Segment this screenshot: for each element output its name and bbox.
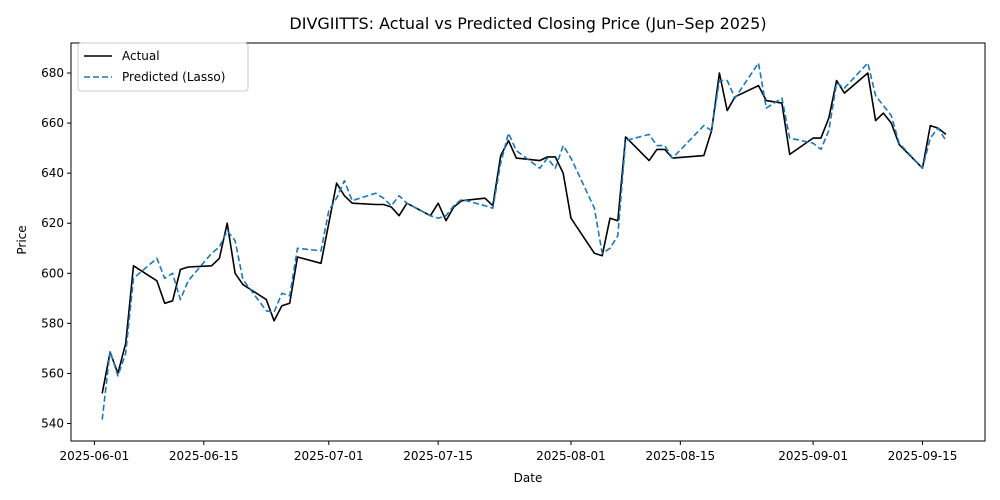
x-tick-label: 2025-06-15 (169, 449, 239, 463)
y-tick-label: 640 (41, 166, 64, 180)
y-axis: 540 560 580 600 620 640 660 680 (41, 66, 71, 430)
legend-box (77, 42, 249, 92)
x-tick-label: 2025-09-01 (778, 449, 848, 463)
series-line-predicted (101, 62, 947, 420)
plot-frame (70, 42, 986, 442)
x-tick-label: 2025-08-01 (536, 449, 606, 463)
x-axis: 2025-06-01 2025-06-15 2025-07-01 2025-07-15… (60, 441, 958, 463)
x-tick-label: 2025-07-15 (403, 449, 473, 463)
x-tick-label: 2025-07-01 (294, 449, 364, 463)
series-line-actual (101, 72, 947, 394)
legend-label: Actual (122, 49, 160, 63)
plot-area (70, 42, 986, 442)
y-tick-label: 680 (41, 66, 64, 80)
y-tick-label: 540 (41, 416, 64, 430)
x-tick-label: 2025-06-01 (60, 449, 130, 463)
y-tick-label: 620 (41, 216, 64, 230)
legend-label: Predicted (Lasso) (122, 70, 225, 84)
legend: Actual Predicted (Lasso) (77, 42, 249, 92)
chart-title: DIVGIITTS: Actual vs Predicted Closing P… (289, 14, 766, 33)
y-axis-label: Price (15, 225, 29, 254)
x-tick-label: 2025-08-15 (645, 449, 715, 463)
x-tick-label: 2025-09-15 (888, 449, 958, 463)
y-tick-label: 600 (41, 266, 64, 280)
y-tick-label: 660 (41, 116, 64, 130)
x-axis-label: Date (514, 471, 543, 485)
y-tick-label: 580 (41, 316, 64, 330)
y-tick-label: 560 (41, 366, 64, 380)
